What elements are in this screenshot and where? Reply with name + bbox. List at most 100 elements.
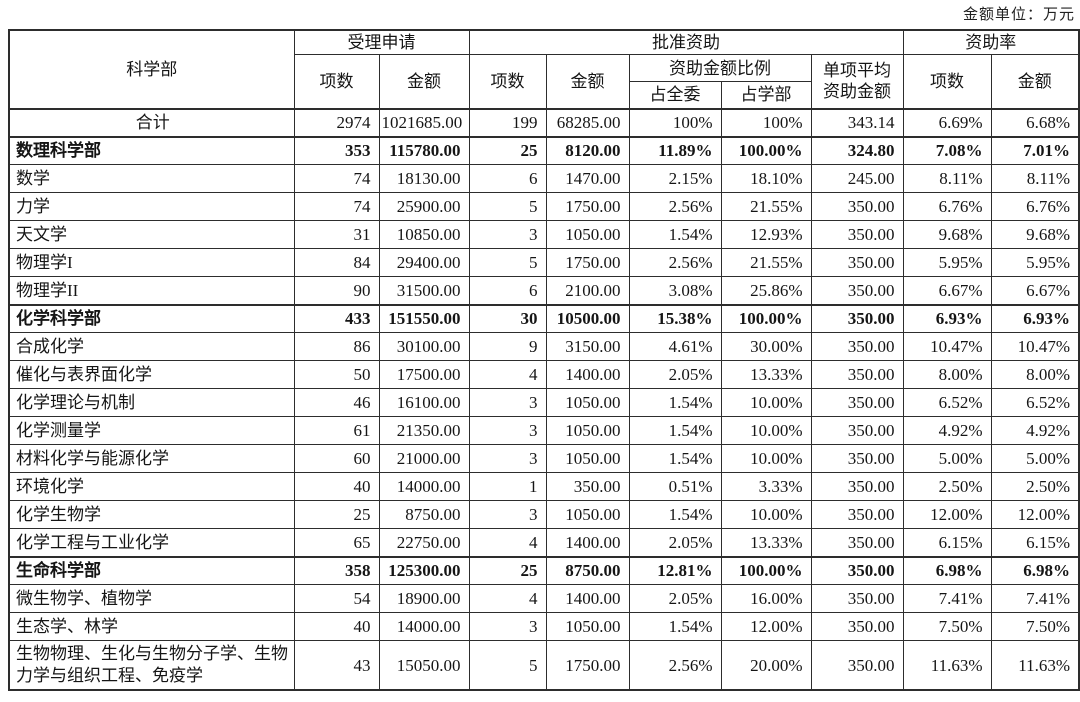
value-cell: 12.81% <box>628 555 722 586</box>
col-header-rate-amount: 金额 <box>990 54 1080 110</box>
value-cell: 4 <box>468 528 547 558</box>
value-cell: 6.69% <box>902 107 992 138</box>
value-cell: 350.00 <box>810 640 904 691</box>
value-cell: 1.54% <box>628 612 722 642</box>
value-cell: 7.50% <box>902 612 992 642</box>
value-cell: 11.63% <box>902 640 992 691</box>
department-cell: 数学 <box>8 164 295 194</box>
department-cell: 化学测量学 <box>8 416 295 446</box>
value-cell: 40 <box>293 612 380 642</box>
value-cell: 2.50% <box>902 472 992 502</box>
value-cell: 350.00 <box>810 528 904 558</box>
value-cell: 1050.00 <box>545 612 630 642</box>
value-cell: 5.95% <box>902 248 992 278</box>
value-cell: 350.00 <box>810 500 904 530</box>
value-cell: 6.15% <box>990 528 1080 558</box>
value-cell: 15050.00 <box>378 640 470 691</box>
department-cell: 物理学I <box>8 248 295 278</box>
value-cell: 25 <box>468 555 547 586</box>
value-cell: 6.98% <box>902 555 992 586</box>
department-cell: 合成化学 <box>8 332 295 362</box>
value-cell: 4 <box>468 360 547 390</box>
department-cell: 天文学 <box>8 220 295 250</box>
value-cell: 25 <box>468 135 547 166</box>
department-cell: 材料化学与能源化学 <box>8 444 295 474</box>
value-cell: 350.00 <box>810 360 904 390</box>
value-cell: 100.00% <box>720 303 812 334</box>
value-cell: 1750.00 <box>545 640 630 691</box>
value-cell: 30100.00 <box>378 332 470 362</box>
value-cell: 74 <box>293 164 380 194</box>
value-cell: 6.67% <box>902 276 992 306</box>
value-cell: 6 <box>468 164 547 194</box>
value-cell: 14000.00 <box>378 612 470 642</box>
value-cell: 350.00 <box>810 303 904 334</box>
funding-statistics-table: 科学部 受理申请 批准资助 资助率 项数 金额 项数 金额 资助金额比例 单项平… <box>8 29 1080 692</box>
table-row: 化学科学部 433 151550.00 30 10500.00 15.38% 100.00%… <box>8 303 1080 334</box>
value-cell: 5 <box>468 192 547 222</box>
col-header-accepted-amount: 金额 <box>378 54 470 110</box>
table-row: 天文学 31 10850.00 3 1050.00 1.54% 12.93% 350.00 9.… <box>8 220 1080 250</box>
value-cell: 10850.00 <box>378 220 470 250</box>
value-cell: 10.00% <box>720 500 812 530</box>
value-cell: 5.95% <box>990 248 1080 278</box>
col-header-accepted-count: 项数 <box>293 54 380 110</box>
value-cell: 343.14 <box>810 107 904 138</box>
table-row: 数学 74 18130.00 6 1470.00 2.15% 18.10% 245.00 8.1… <box>8 164 1080 194</box>
col-header-funding-rate: 资助率 <box>902 29 1080 56</box>
value-cell: 350.00 <box>545 472 630 502</box>
department-cell: 力学 <box>8 192 295 222</box>
amount-unit-label: 金额单位：万元 <box>962 7 1075 23</box>
value-cell: 358 <box>293 555 380 586</box>
department-cell: 化学工程与工业化学 <box>8 528 295 558</box>
value-cell: 5 <box>468 248 547 278</box>
table-row: 合成化学 86 30100.00 9 3150.00 4.61% 30.00% 350.00 1… <box>8 332 1080 362</box>
value-cell: 12.00% <box>720 612 812 642</box>
table-row: 生态学、林学 40 14000.00 3 1050.00 1.54% 12.00% 350.0… <box>8 612 1080 642</box>
value-cell: 353 <box>293 135 380 166</box>
value-cell: 3 <box>468 612 547 642</box>
col-header-pct-of-department: 占学部 <box>720 81 812 110</box>
value-cell: 11.89% <box>628 135 722 166</box>
value-cell: 1050.00 <box>545 416 630 446</box>
value-cell: 350.00 <box>810 612 904 642</box>
table-row: 物理学I 84 29400.00 5 1750.00 2.56% 21.55% 350.00 5… <box>8 248 1080 278</box>
value-cell: 6.15% <box>902 528 992 558</box>
value-cell: 1470.00 <box>545 164 630 194</box>
value-cell: 1.54% <box>628 500 722 530</box>
value-cell: 115780.00 <box>378 135 470 166</box>
col-header-approved-funding: 批准资助 <box>468 29 904 56</box>
value-cell: 5.00% <box>902 444 992 474</box>
value-cell: 151550.00 <box>378 303 470 334</box>
value-cell: 350.00 <box>810 192 904 222</box>
value-cell: 10.00% <box>720 444 812 474</box>
value-cell: 9.68% <box>990 220 1080 250</box>
table-body: 合计 2974 1021685.00 199 68285.00 100% 100% 343.1… <box>8 107 1080 691</box>
value-cell: 3 <box>468 444 547 474</box>
table-row: 化学理论与机制 46 16100.00 3 1050.00 1.54% 10.00% 350.… <box>8 388 1080 418</box>
value-cell: 7.41% <box>902 584 992 614</box>
department-cell: 生命科学部 <box>8 555 295 586</box>
value-cell: 350.00 <box>810 555 904 586</box>
value-cell: 2974 <box>293 107 380 138</box>
department-cell: 化学理论与机制 <box>8 388 295 418</box>
value-cell: 17500.00 <box>378 360 470 390</box>
value-cell: 100.00% <box>720 555 812 586</box>
table-row: 催化与表界面化学 50 17500.00 4 1400.00 2.05% 13.33% 350… <box>8 360 1080 390</box>
value-cell: 7.50% <box>990 612 1080 642</box>
value-cell: 6.93% <box>902 303 992 334</box>
value-cell: 2.50% <box>990 472 1080 502</box>
value-cell: 4.92% <box>902 416 992 446</box>
value-cell: 2.05% <box>628 584 722 614</box>
value-cell: 350.00 <box>810 276 904 306</box>
value-cell: 11.63% <box>990 640 1080 691</box>
table-row: 合计 2974 1021685.00 199 68285.00 100% 100% 343.1… <box>8 107 1080 138</box>
value-cell: 1400.00 <box>545 360 630 390</box>
value-cell: 13.33% <box>720 528 812 558</box>
value-cell: 4 <box>468 584 547 614</box>
value-cell: 29400.00 <box>378 248 470 278</box>
value-cell: 6.76% <box>990 192 1080 222</box>
value-cell: 100.00% <box>720 135 812 166</box>
value-cell: 3 <box>468 416 547 446</box>
col-header-funding-amount-ratio: 资助金额比例 <box>628 54 812 83</box>
